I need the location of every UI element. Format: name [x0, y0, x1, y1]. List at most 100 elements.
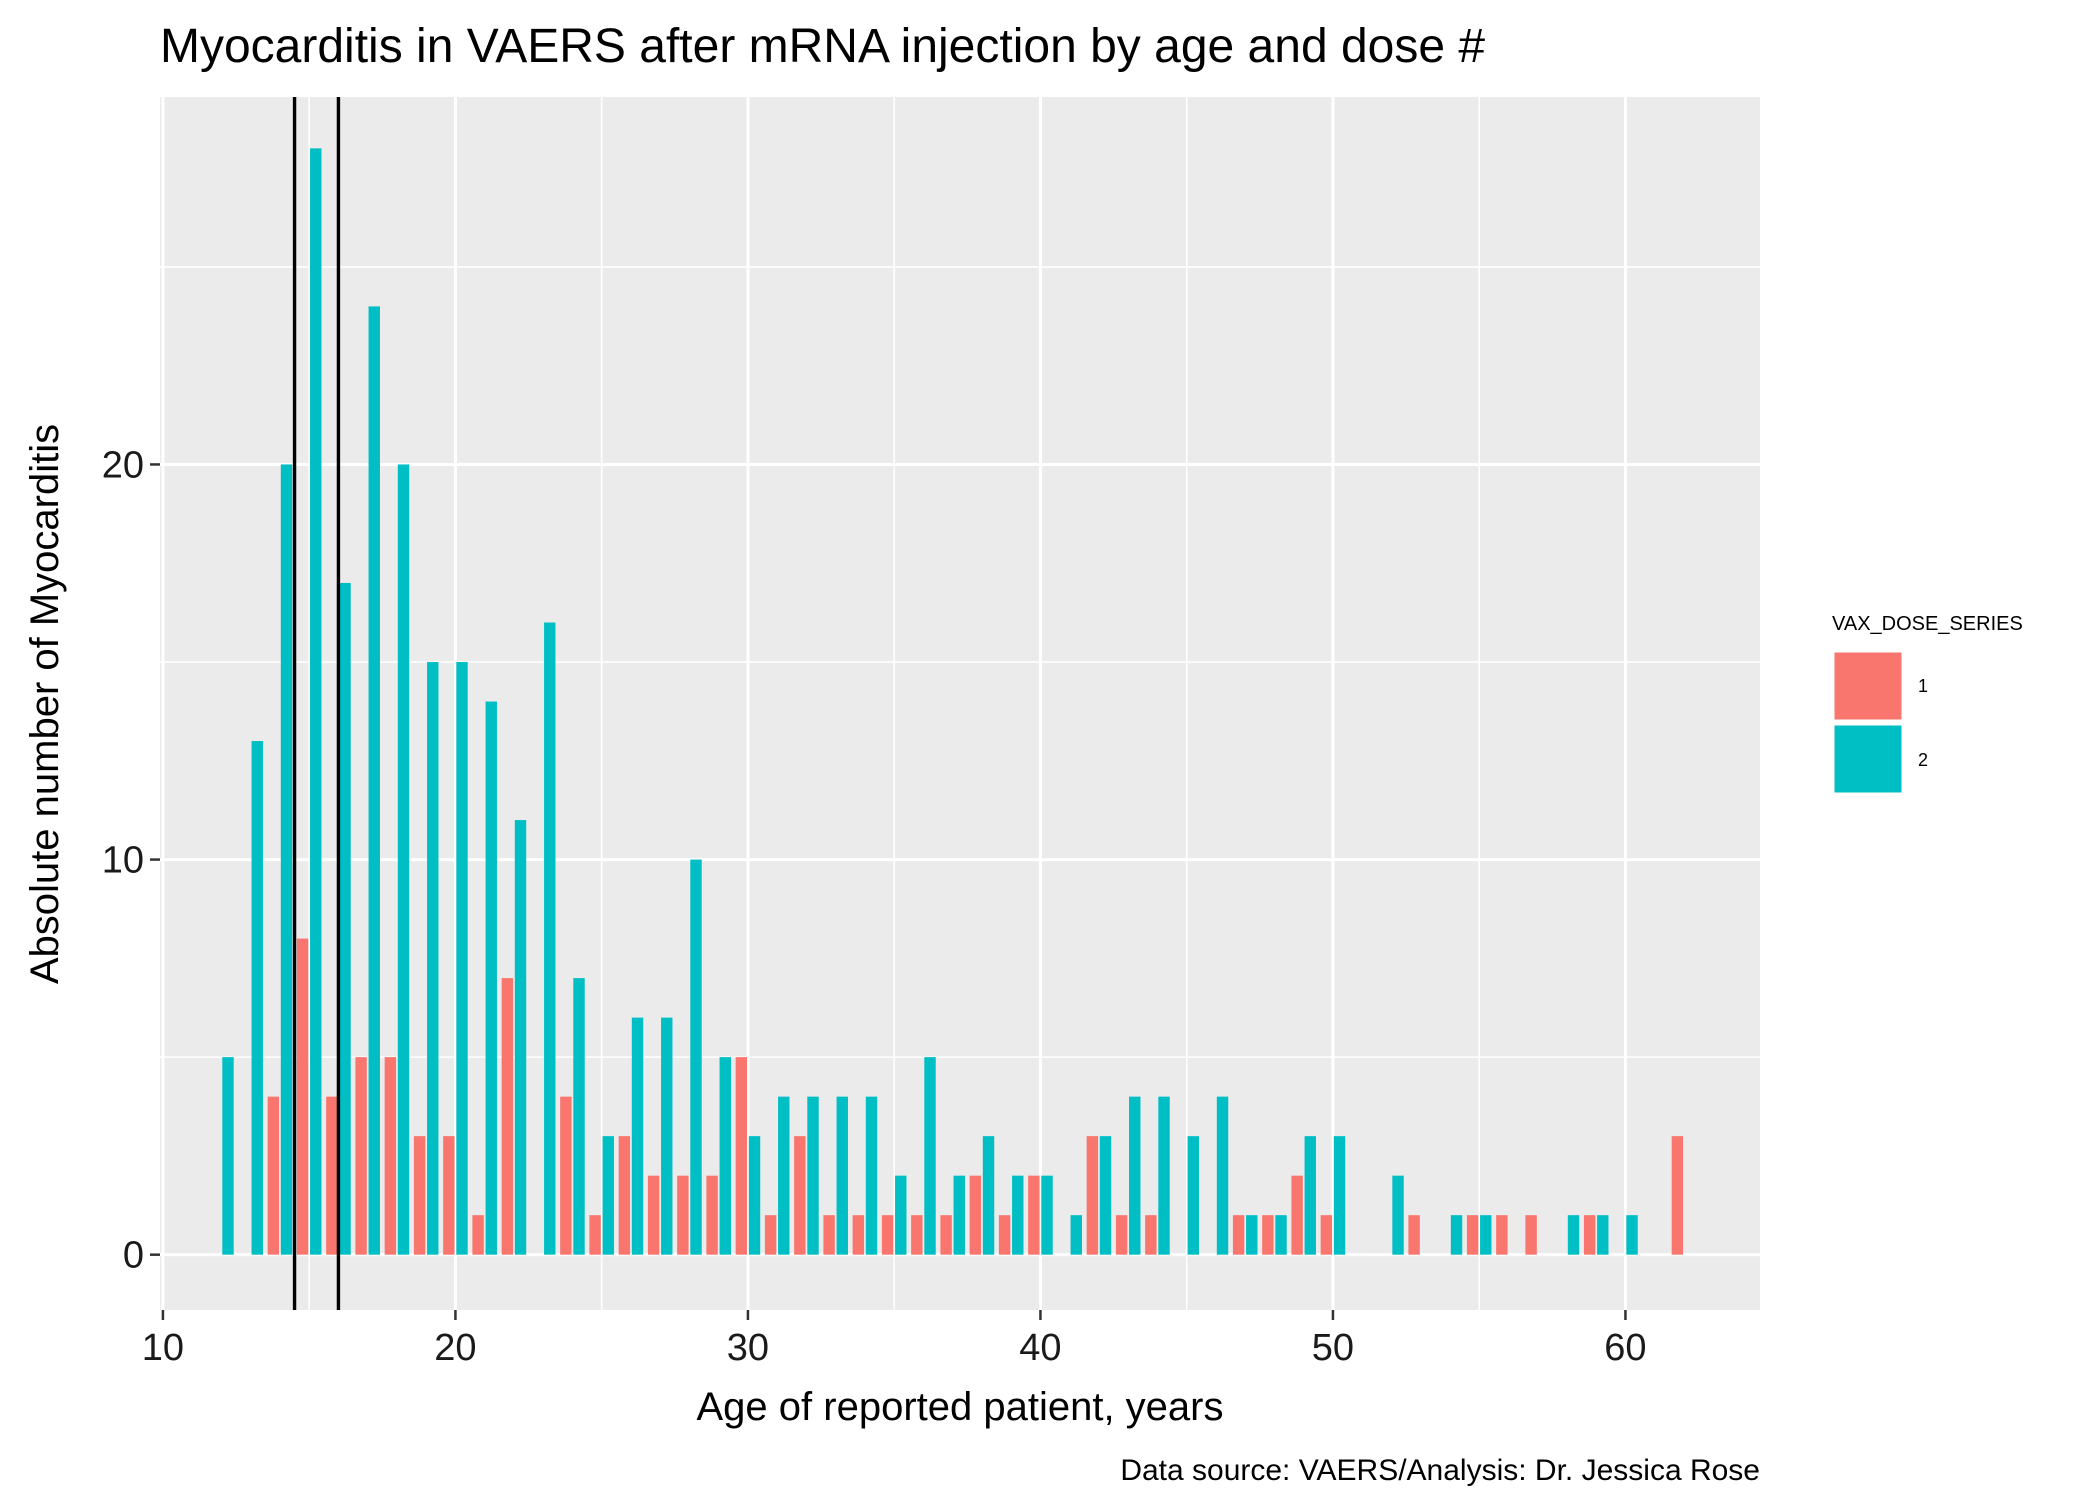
- y-tick-label: 10: [102, 840, 144, 882]
- x-tick-label: 50: [1312, 1327, 1354, 1369]
- bar-dose-1-age-26: [618, 1136, 631, 1255]
- legend-title: VAX_DOSE_SERIES: [1832, 613, 2023, 635]
- bar-dose-1-age-24: [560, 1096, 572, 1255]
- bar-dose-1-age-18: [384, 1057, 397, 1255]
- bar-dose-2-age-28: [690, 859, 702, 1255]
- bar-dose-1-age-25: [589, 1215, 601, 1255]
- bar-dose-2-age-49: [1304, 1136, 1316, 1255]
- bar-dose-1-age-42: [1086, 1136, 1099, 1255]
- x-tick-label: 60: [1604, 1327, 1646, 1369]
- bar-dose-2-age-24: [573, 978, 585, 1255]
- grid-lines: [160, 97, 1760, 1310]
- bar-dose-2-age-46: [1216, 1096, 1229, 1255]
- bar-dose-1-age-27: [647, 1175, 660, 1255]
- bar-dose-1-age-43: [1115, 1215, 1128, 1255]
- bar-dose-2-age-27: [661, 1017, 673, 1255]
- bar-dose-2-age-12: [222, 1057, 234, 1255]
- bar-dose-2-age-13: [251, 741, 263, 1255]
- bar-dose-2-age-42: [1099, 1136, 1112, 1255]
- legend: VAX_DOSE_SERIES 1 2: [1831, 613, 2023, 796]
- bar-dose-2-age-48: [1275, 1215, 1287, 1255]
- bar-dose-2-age-37: [953, 1175, 965, 1255]
- bar-dose-1-age-14: [267, 1096, 280, 1255]
- bar-dose-1-age-31: [764, 1215, 777, 1255]
- bar-dose-2-age-41: [1070, 1215, 1082, 1255]
- bar-dose-1-age-22: [501, 978, 514, 1255]
- bar-dose-1-age-20: [443, 1136, 455, 1255]
- bar-dose-2-age-60: [1626, 1215, 1638, 1255]
- bar-dose-2-age-19: [427, 662, 439, 1255]
- bar-dose-1-age-35: [881, 1215, 894, 1255]
- x-tick-label: 20: [434, 1327, 476, 1369]
- bar-dose-1-age-34: [852, 1215, 865, 1255]
- bar-dose-2-age-55: [1480, 1215, 1492, 1255]
- bar-dose-1-age-32: [794, 1136, 806, 1255]
- bar-dose-1-age-28: [677, 1175, 689, 1255]
- bar-dose-2-age-21: [485, 701, 497, 1255]
- bar-dose-2-age-20: [456, 662, 468, 1255]
- plot-panel: [160, 97, 1760, 1310]
- x-tick-label: 40: [1019, 1327, 1061, 1369]
- bar-dose-1-age-48: [1262, 1215, 1274, 1255]
- bar-dose-1-age-16: [326, 1096, 338, 1255]
- bar-dose-1-age-17: [355, 1057, 367, 1255]
- bar-dose-2-age-43: [1129, 1096, 1141, 1255]
- bar-dose-2-age-17: [368, 306, 380, 1255]
- axes: 10 20 30 40 50 60 0 10 20: [102, 444, 1647, 1369]
- bar-dose-2-age-44: [1158, 1096, 1170, 1255]
- bar-dose-2-age-15: [310, 148, 322, 1255]
- bar-dose-2-age-23: [544, 622, 556, 1255]
- legend-key-dose-1: [1831, 649, 1905, 723]
- bar-dose-1-age-15: [296, 938, 309, 1255]
- bar-dose-2-age-36: [924, 1057, 936, 1255]
- x-tick-label: 30: [727, 1327, 769, 1369]
- y-tick-label: 0: [123, 1235, 144, 1277]
- bar-dose-1-age-53: [1408, 1215, 1420, 1255]
- reference-lines: [292, 97, 341, 1310]
- bar-dose-2-age-33: [836, 1096, 848, 1255]
- chart-title: Myocarditis in VAERS after mRNA injectio…: [160, 20, 1485, 73]
- bars: [222, 148, 1684, 1255]
- bar-dose-1-age-40: [1028, 1175, 1040, 1255]
- bar-dose-1-age-56: [1496, 1215, 1508, 1255]
- bar-dose-2-age-58: [1567, 1215, 1580, 1255]
- bar-dose-1-age-55: [1466, 1215, 1479, 1255]
- bar-dose-1-age-44: [1145, 1215, 1157, 1255]
- bar-dose-2-age-18: [397, 464, 410, 1255]
- bar-dose-2-age-31: [778, 1096, 790, 1255]
- bar-dose-1-age-50: [1320, 1215, 1333, 1255]
- legend-label-dose-1: 1: [1918, 676, 1928, 696]
- bar-dose-1-age-37: [940, 1215, 952, 1255]
- x-tick-label: 10: [142, 1327, 184, 1369]
- bar-dose-2-age-35: [895, 1175, 907, 1255]
- bar-dose-2-age-54: [1450, 1215, 1463, 1255]
- bar-dose-2-age-22: [514, 820, 527, 1255]
- bar-dose-2-age-32: [807, 1096, 819, 1255]
- bar-dose-1-age-33: [823, 1215, 835, 1255]
- x-axis-title: Age of reported patient, years: [697, 1385, 1224, 1429]
- bar-dose-2-age-40: [1041, 1175, 1053, 1255]
- bar-dose-1-age-38: [969, 1175, 982, 1255]
- legend-key-dose-2: [1831, 722, 1905, 796]
- bar-dose-2-age-50: [1333, 1136, 1346, 1255]
- bar-dose-1-age-29: [706, 1175, 718, 1255]
- bar-dose-1-age-39: [998, 1215, 1011, 1255]
- bar-dose-2-age-14: [280, 464, 293, 1255]
- bar-dose-2-age-38: [982, 1136, 995, 1255]
- bar-dose-2-age-30: [748, 1136, 761, 1255]
- bar-dose-2-age-29: [719, 1057, 731, 1255]
- bar-dose-1-age-36: [911, 1215, 923, 1255]
- bar-dose-1-age-49: [1291, 1175, 1303, 1255]
- bar-dose-1-age-62: [1671, 1136, 1684, 1255]
- bar-dose-2-age-52: [1392, 1175, 1404, 1255]
- bar-dose-2-age-16: [339, 582, 351, 1255]
- bar-dose-1-age-47: [1232, 1215, 1245, 1255]
- bar-dose-1-age-21: [472, 1215, 484, 1255]
- bar-dose-2-age-45: [1187, 1136, 1199, 1255]
- y-axis-title: Absolute number of Myocarditis: [23, 424, 67, 984]
- bar-dose-2-age-34: [865, 1096, 878, 1255]
- y-tick-label: 20: [102, 444, 144, 486]
- bar-dose-1-age-19: [413, 1136, 426, 1255]
- bar-dose-2-age-59: [1597, 1215, 1609, 1255]
